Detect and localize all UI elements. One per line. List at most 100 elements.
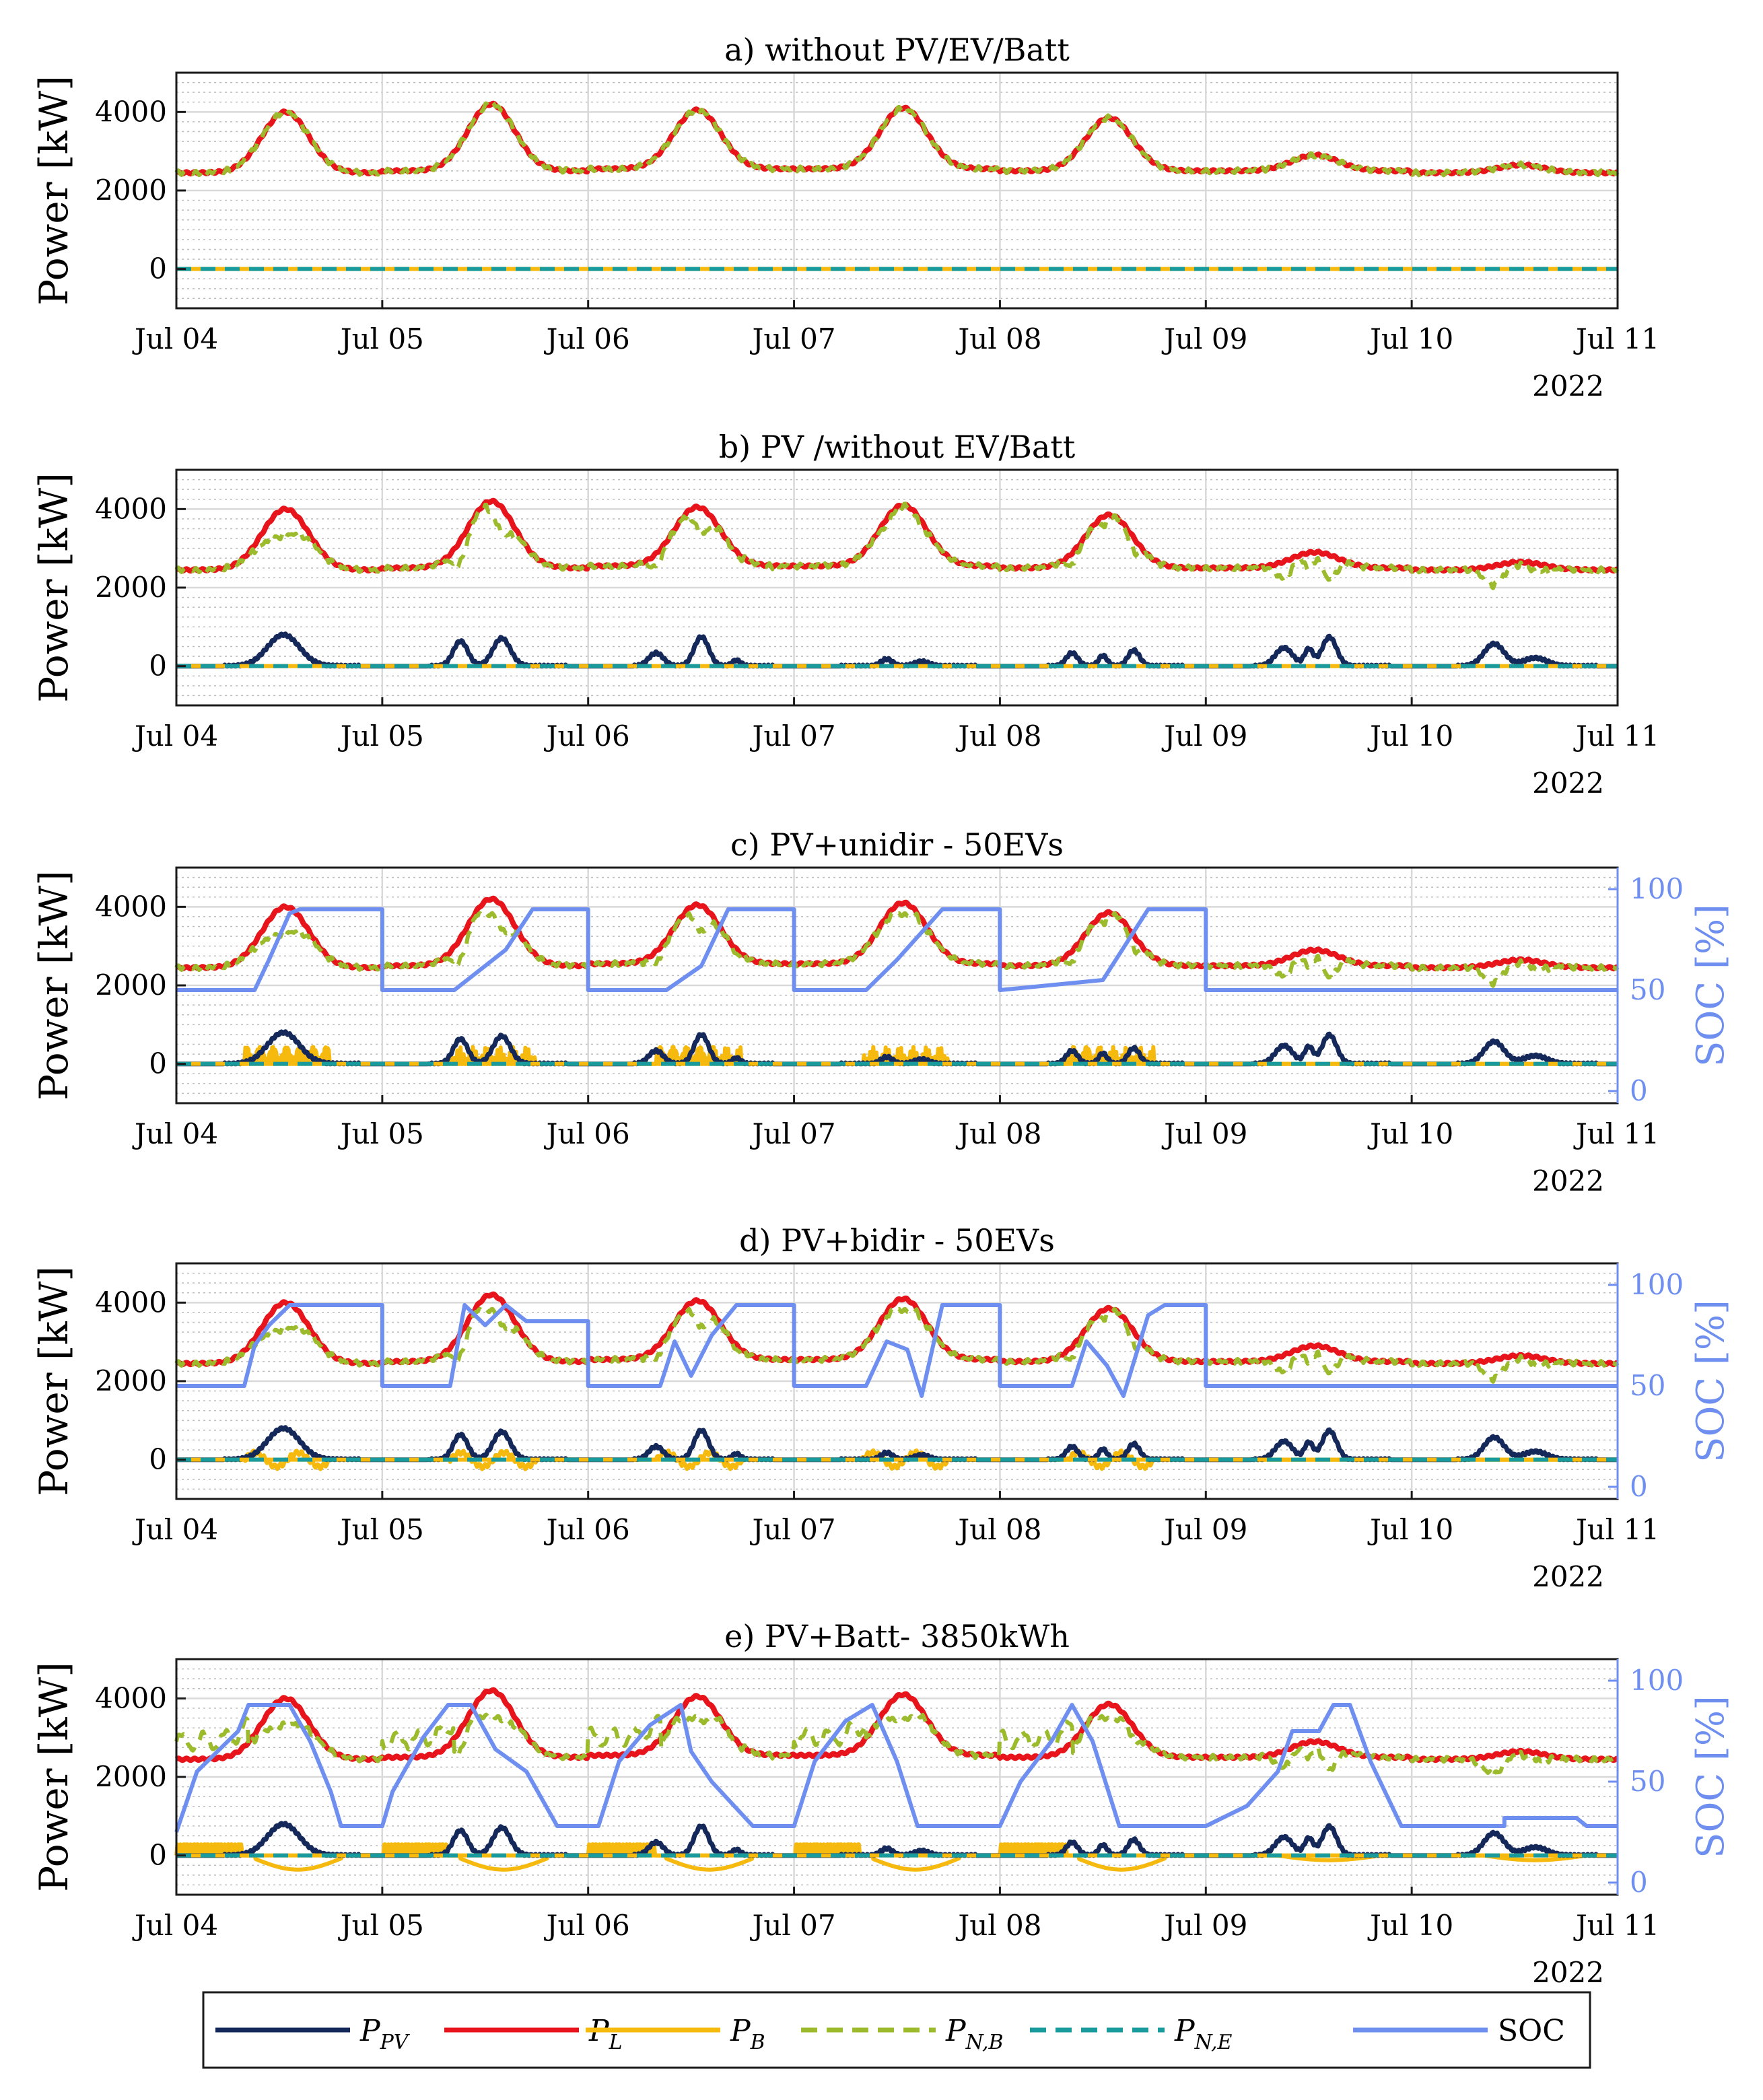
x-year-label: 2022: [1532, 1164, 1604, 1197]
y-axis-label: Power [kW]: [31, 473, 77, 703]
x-tick-label: Jul 05: [338, 1513, 424, 1546]
x-tick-label: Jul 10: [1367, 1117, 1453, 1150]
x-tick-label: Jul 10: [1367, 1513, 1453, 1546]
x-tick-label: Jul 10: [1367, 720, 1453, 753]
y-tick-label: 0: [149, 1839, 167, 1872]
y-tick-label: 2000: [95, 174, 167, 207]
series-soc: [176, 1303, 1618, 1398]
x-tick-label: Jul 06: [544, 1513, 630, 1546]
panel-e: e) PV+Batt- 3850kWh 0 2000 4000 Power [kW] Ju…: [31, 1618, 1733, 1989]
y2-tick-label: 0: [1630, 1074, 1648, 1107]
series-p-nb: [174, 100, 1620, 178]
x-tick-label: Jul 07: [750, 1513, 836, 1546]
x-tick-label: Jul 04: [132, 720, 218, 753]
x-tick-label: Jul 11: [1573, 1117, 1659, 1150]
x-tick-label: Jul 08: [955, 1117, 1041, 1150]
y-tick-label: 2000: [95, 969, 167, 1002]
x-tick-label: Jul 04: [132, 1909, 218, 1942]
y-axis-label: Power [kW]: [31, 870, 77, 1100]
panel-a: a) without PV/EV/Batt 0 2000 4000 Power [kW]…: [31, 32, 1659, 403]
x-tick-label: Jul 09: [1161, 1117, 1247, 1150]
y-tick-label: 0: [149, 252, 167, 285]
panels: a) without PV/EV/Batt 0 2000 4000 Power [kW]…: [31, 32, 1733, 1989]
y-axis-label: Power [kW]: [31, 1266, 77, 1496]
panel-title: d) PV+bidir - 50EVs: [739, 1222, 1055, 1259]
y-tick-label: 2000: [95, 1364, 167, 1397]
series-soc: [174, 1703, 1618, 1833]
x-year-label: 2022: [1532, 1560, 1604, 1593]
x-tick-label: Jul 10: [1367, 1909, 1453, 1942]
panel-title: c) PV+unidir - 50EVs: [730, 827, 1064, 863]
y-tick-label: 2000: [95, 1760, 167, 1793]
y2-tick-label: 50: [1630, 1369, 1665, 1402]
y2-tick-label: 100: [1630, 1664, 1684, 1697]
x-tick-label: Jul 11: [1573, 322, 1659, 355]
panel-c: c) PV+unidir - 50EVs 0 2000 4000 Power [kW] J…: [31, 827, 1733, 1197]
x-tick-label: Jul 06: [544, 1909, 630, 1942]
x-year-label: 2022: [1532, 767, 1604, 800]
panel-title: a) without PV/EV/Batt: [724, 32, 1070, 68]
series-p-l: [174, 1291, 1620, 1368]
x-tick-label: Jul 04: [132, 1513, 218, 1546]
x-tick-label: Jul 05: [338, 720, 424, 753]
panel-title: b) PV /without EV/Batt: [719, 429, 1076, 465]
panel-title: e) PV+Batt- 3850kWh: [724, 1618, 1070, 1654]
x-tick-label: Jul 09: [1161, 322, 1247, 355]
y-tick-label: 4000: [95, 95, 167, 128]
y-tick-label: 0: [149, 1443, 167, 1476]
x-tick-label: Jul 09: [1161, 1909, 1247, 1942]
panel-d: d) PV+bidir - 50EVs 0 2000 4000 Power [kW] Ju…: [31, 1222, 1733, 1593]
legend-label: SOC: [1498, 2014, 1565, 2048]
legend-label: PN,E: [1174, 2014, 1232, 2054]
x-tick-label: Jul 09: [1161, 720, 1247, 753]
x-year-label: 2022: [1532, 370, 1604, 403]
x-tick-label: Jul 08: [955, 720, 1041, 753]
x-tick-label: Jul 05: [338, 322, 424, 355]
x-tick-label: Jul 06: [544, 322, 630, 355]
x-tick-label: Jul 04: [132, 1117, 218, 1150]
y-tick-label: 2000: [95, 571, 167, 604]
series-p-pv: [175, 1425, 1619, 1463]
x-tick-label: Jul 05: [338, 1117, 424, 1150]
x-tick-label: Jul 08: [955, 1909, 1041, 1942]
x-tick-label: Jul 07: [750, 1117, 836, 1150]
y-axis-label: Power [kW]: [31, 1662, 77, 1892]
series-p-nb: [174, 1306, 1620, 1384]
y2-axis-label: SOC [%]: [1689, 904, 1733, 1067]
y2-tick-label: 50: [1630, 1765, 1665, 1798]
x-tick-label: Jul 06: [544, 1117, 630, 1150]
x-tick-label: Jul 10: [1367, 322, 1453, 355]
x-tick-label: Jul 11: [1573, 720, 1659, 753]
series-p-nb: [174, 911, 1620, 988]
y2-tick-label: 0: [1630, 1866, 1648, 1899]
y-tick-label: 4000: [95, 492, 167, 525]
y-axis-label: Power [kW]: [31, 75, 77, 306]
y-tick-label: 4000: [95, 890, 167, 923]
panel-b: b) PV /without EV/Batt 0 2000 4000 Power [kW…: [31, 429, 1659, 800]
x-tick-label: Jul 05: [338, 1909, 424, 1942]
series-p-l: [174, 1687, 1620, 1763]
x-tick-label: Jul 11: [1573, 1909, 1659, 1942]
legend-label: PB: [730, 2014, 765, 2054]
x-tick-label: Jul 09: [1161, 1513, 1247, 1546]
x-tick-label: Jul 07: [750, 720, 836, 753]
series-soc: [176, 907, 1618, 992]
series-p-pv: [175, 631, 1619, 669]
x-tick-label: Jul 08: [955, 322, 1041, 355]
x-tick-label: Jul 11: [1573, 1513, 1659, 1546]
y2-tick-label: 100: [1630, 872, 1684, 905]
series-p-nb: [174, 501, 1620, 590]
x-tick-label: Jul 07: [750, 322, 836, 355]
x-year-label: 2022: [1532, 1956, 1604, 1989]
series-p-nb: [174, 1712, 1620, 1780]
legend-label: PPV: [359, 2014, 411, 2054]
y2-axis-label: SOC [%]: [1689, 1300, 1733, 1463]
y-tick-label: 0: [149, 1047, 167, 1080]
y-tick-label: 4000: [95, 1286, 167, 1319]
y2-tick-label: 0: [1630, 1470, 1648, 1503]
y2-tick-label: 100: [1630, 1268, 1684, 1301]
y-tick-label: 4000: [95, 1681, 167, 1714]
x-tick-label: Jul 08: [955, 1513, 1041, 1546]
